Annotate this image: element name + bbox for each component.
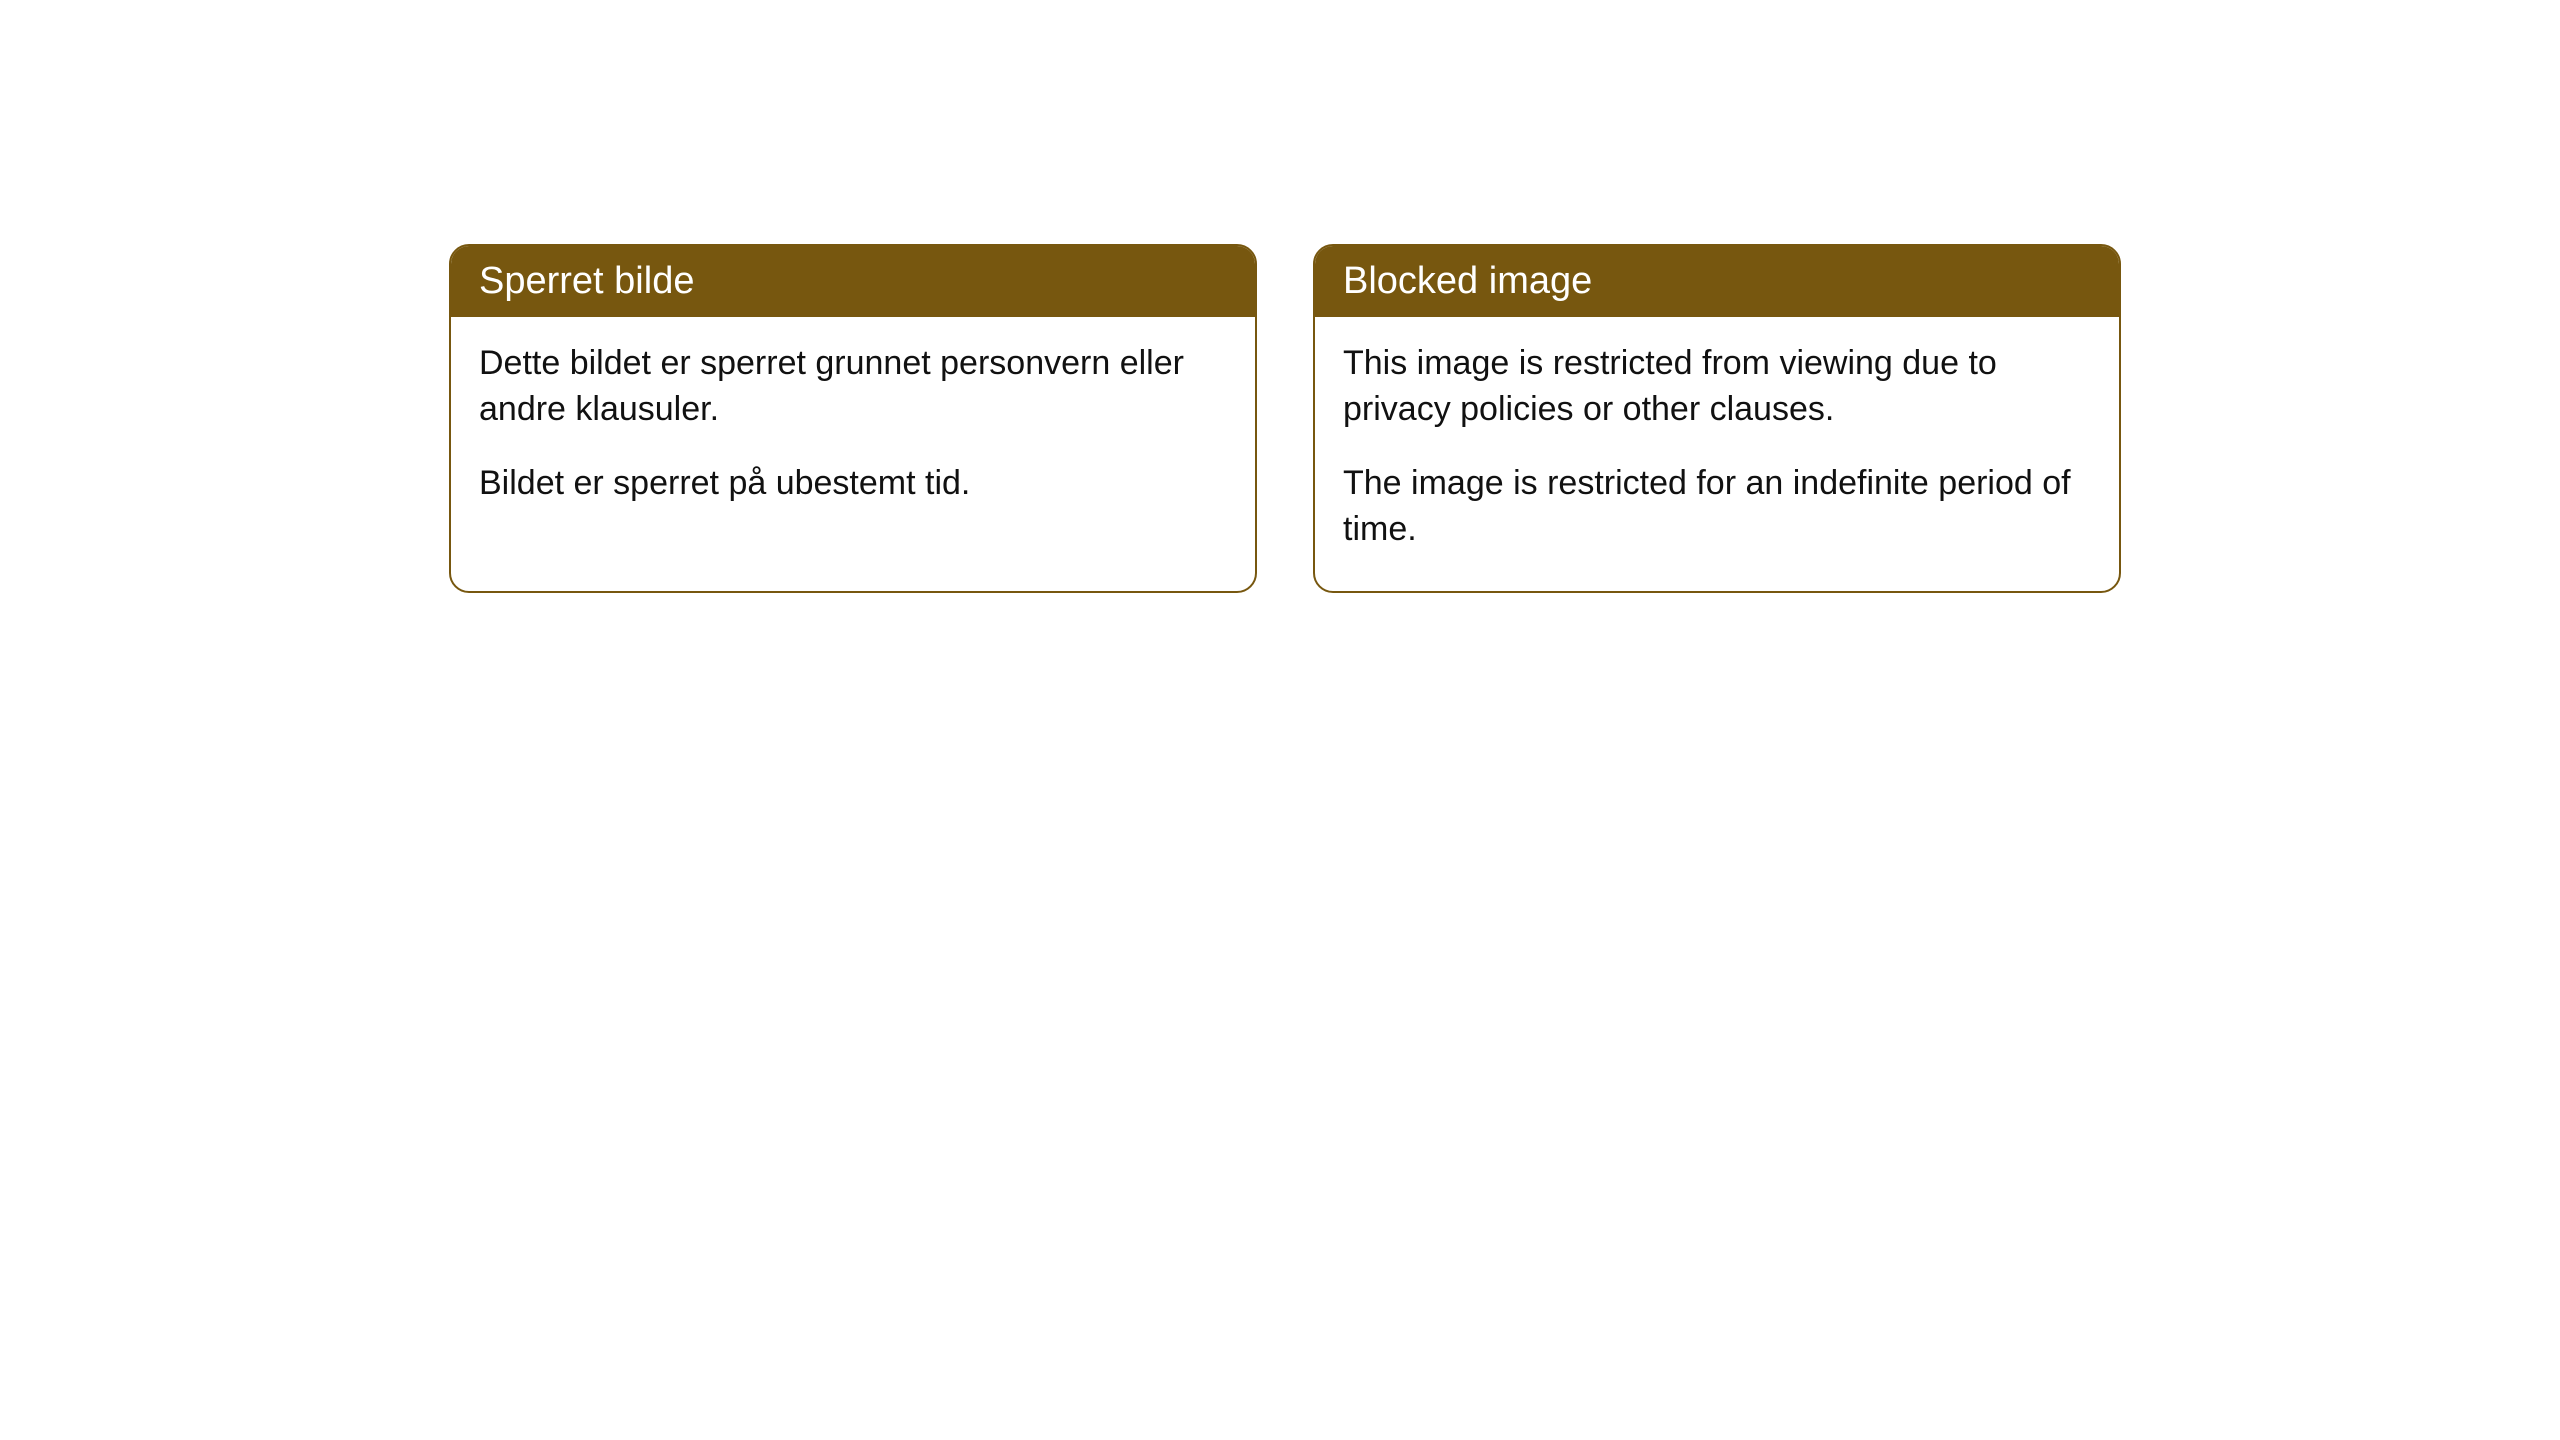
- card-title: Sperret bilde: [479, 260, 694, 302]
- notice-card-norwegian: Sperret bilde Dette bildet er sperret gr…: [449, 244, 1257, 593]
- card-paragraph: The image is restricted for an indefinit…: [1343, 461, 2091, 553]
- card-body: Dette bildet er sperret grunnet personve…: [451, 317, 1255, 545]
- card-title: Blocked image: [1343, 260, 1592, 302]
- card-header: Blocked image: [1315, 246, 2119, 317]
- card-body: This image is restricted from viewing du…: [1315, 317, 2119, 591]
- card-header: Sperret bilde: [451, 246, 1255, 317]
- card-paragraph: Dette bildet er sperret grunnet personve…: [479, 341, 1227, 433]
- notice-card-english: Blocked image This image is restricted f…: [1313, 244, 2121, 593]
- card-paragraph: This image is restricted from viewing du…: [1343, 341, 2091, 433]
- notice-cards-container: Sperret bilde Dette bildet er sperret gr…: [449, 244, 2121, 593]
- card-paragraph: Bildet er sperret på ubestemt tid.: [479, 461, 1227, 507]
